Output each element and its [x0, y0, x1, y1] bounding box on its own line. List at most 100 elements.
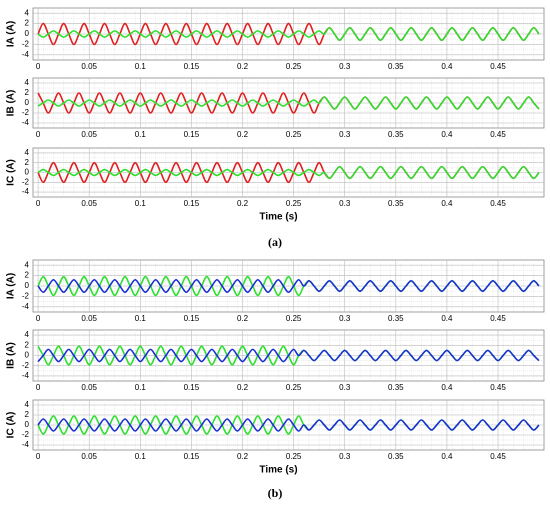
x-tick-label: 0.25 — [286, 314, 302, 323]
x-tick-label: 0.25 — [286, 452, 302, 461]
x-tick-label: 0.25 — [286, 130, 302, 139]
x-tick-label: 0.35 — [388, 314, 404, 323]
x-tick-label: 0.4 — [441, 62, 453, 71]
caption: (b) — [268, 486, 283, 500]
y-axis-label: IC (A) — [6, 159, 17, 186]
x-tick-label: 0.1 — [135, 314, 147, 323]
x-tick-label: 0 — [36, 452, 41, 461]
x-tick-label: 0.35 — [388, 383, 404, 392]
x-tick-label: 0.45 — [490, 130, 506, 139]
x-tick-label: 0.35 — [388, 452, 404, 461]
x-tick-label: 0.1 — [135, 62, 147, 71]
x-tick-label: 0.15 — [184, 62, 200, 71]
x-tick-label: 0.3 — [339, 130, 351, 139]
x-tick-label: 0.4 — [441, 130, 453, 139]
x-tick-label: 0.1 — [135, 383, 147, 392]
series-line — [37, 418, 540, 432]
x-tick-label: 0.15 — [184, 452, 200, 461]
x-tick-label: 0.15 — [184, 130, 200, 139]
y-tick-label: 2 — [25, 271, 30, 280]
series-line — [37, 96, 540, 110]
x-tick-label: 0.3 — [339, 452, 351, 461]
y-tick-label: -2 — [22, 430, 30, 439]
series-line — [37, 278, 540, 294]
x-tick-label: 0.25 — [286, 383, 302, 392]
y-tick-label: 2 — [25, 340, 30, 349]
y-tick-label: -4 — [22, 440, 30, 449]
y-tick-label: 2 — [25, 158, 30, 167]
x-tick-label: 0.2 — [237, 130, 249, 139]
x-tick-label: 0.45 — [490, 314, 506, 323]
x-tick-label: 0.25 — [286, 199, 302, 208]
y-tick-label: -2 — [22, 361, 30, 370]
x-tick-label: 0.05 — [81, 199, 97, 208]
y-tick-label: 0 — [25, 168, 30, 177]
x-tick-label: 0.05 — [81, 314, 97, 323]
x-tick-label: 0.2 — [237, 452, 249, 461]
x-tick-label: 0.45 — [490, 383, 506, 392]
y-axis-label: IA (A) — [6, 21, 17, 47]
y-tick-label: 4 — [25, 78, 30, 87]
x-tick-label: 0.1 — [135, 199, 147, 208]
x-tick-label: 0.1 — [135, 452, 147, 461]
caption: (a) — [268, 235, 282, 249]
x-tick-label: 0 — [36, 199, 41, 208]
x-tick-label: 0.3 — [339, 314, 351, 323]
x-tick-label: 0 — [36, 62, 41, 71]
y-tick-label: 0 — [25, 98, 30, 107]
y-tick-label: 0 — [25, 29, 30, 38]
y-tick-label: 0 — [25, 420, 30, 429]
x-tick-label: 0.35 — [388, 130, 404, 139]
x-tick-label: 0.4 — [441, 199, 453, 208]
y-axis-label: IA (A) — [6, 273, 17, 299]
y-tick-label: 0 — [25, 281, 30, 290]
y-tick-label: -4 — [22, 371, 30, 380]
x-tick-label: 0.2 — [237, 314, 249, 323]
x-tick-label: 0.3 — [339, 383, 351, 392]
y-tick-label: -4 — [22, 302, 30, 311]
x-axis-label: Time (s) — [259, 465, 297, 476]
x-tick-label: 0.45 — [490, 62, 506, 71]
y-tick-label: 4 — [25, 260, 30, 269]
x-tick-label: 0 — [36, 130, 41, 139]
x-tick-label: 0.4 — [441, 383, 453, 392]
x-tick-label: 0.2 — [237, 199, 249, 208]
x-tick-label: 0.3 — [339, 62, 351, 71]
y-tick-label: -4 — [22, 50, 30, 59]
series-line — [37, 26, 540, 42]
x-tick-label: 0.15 — [184, 383, 200, 392]
x-tick-label: 0.2 — [237, 62, 249, 71]
y-tick-label: 4 — [25, 330, 30, 339]
y-axis-label: IB (A) — [6, 90, 17, 117]
x-tick-label: 0.2 — [237, 383, 249, 392]
x-axis-label: Time (s) — [259, 212, 297, 223]
series-line — [37, 165, 540, 180]
series-line — [37, 348, 540, 363]
y-axis-label: IB (A) — [6, 342, 17, 369]
x-tick-label: 0.25 — [286, 62, 302, 71]
y-tick-label: 4 — [25, 148, 30, 157]
y-tick-label: 4 — [25, 400, 30, 409]
y-tick-label: -2 — [22, 108, 30, 117]
x-tick-label: 0.05 — [81, 452, 97, 461]
x-tick-label: 0 — [36, 383, 41, 392]
x-tick-label: 0.05 — [81, 62, 97, 71]
y-tick-label: -2 — [22, 292, 30, 301]
y-tick-label: 2 — [25, 88, 30, 97]
x-tick-label: 0.4 — [441, 452, 453, 461]
y-tick-label: 2 — [25, 19, 30, 28]
x-tick-label: 0.35 — [388, 199, 404, 208]
x-tick-label: 0.05 — [81, 383, 97, 392]
x-tick-label: 0.15 — [184, 314, 200, 323]
x-tick-label: 0.15 — [184, 199, 200, 208]
x-tick-label: 0.1 — [135, 130, 147, 139]
x-tick-label: 0.35 — [388, 62, 404, 71]
y-axis-label: IC (A) — [6, 412, 17, 439]
y-tick-label: -2 — [22, 40, 30, 49]
x-tick-label: 0.3 — [339, 199, 351, 208]
y-tick-label: 2 — [25, 410, 30, 419]
y-tick-label: 0 — [25, 351, 30, 360]
y-tick-label: -4 — [22, 118, 30, 127]
x-tick-label: 0.45 — [490, 452, 506, 461]
